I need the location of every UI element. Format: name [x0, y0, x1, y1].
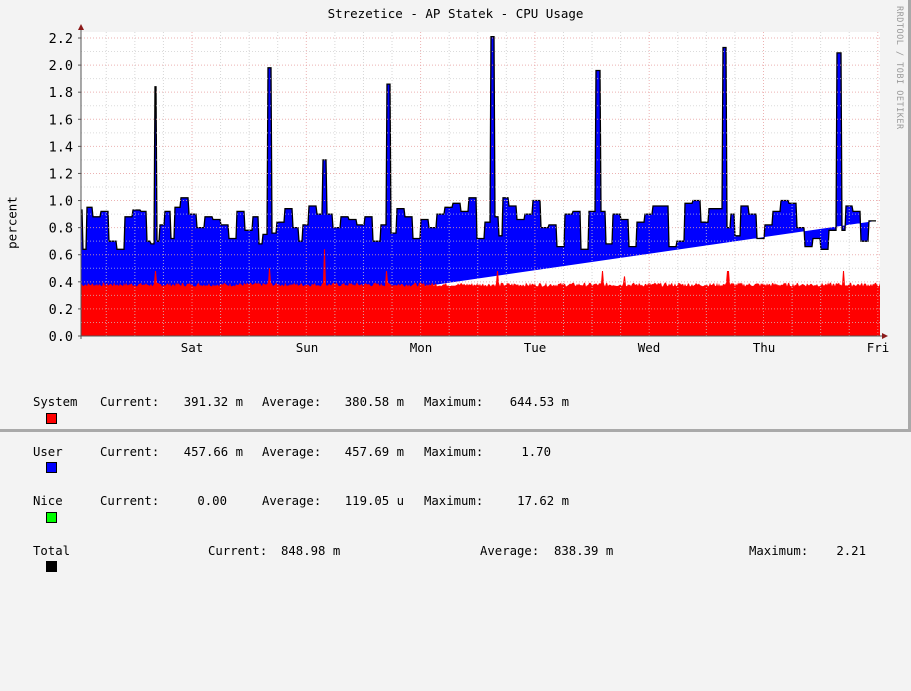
- y-tick-label: 2.0: [49, 58, 73, 74]
- y-tick-label: 1.2: [49, 166, 73, 182]
- legend-maximum-value: 17.62 m: [517, 494, 569, 508]
- x-tick-label: Fri: [867, 340, 890, 355]
- legend-average-label: Average:: [262, 494, 322, 508]
- user-color-swatch: [45, 462, 57, 473]
- legend-average-value: 457.69 m: [344, 444, 404, 459]
- x-tick-label: Wed: [638, 340, 661, 355]
- legend-current-label: Current:: [100, 494, 160, 508]
- legend-name: System: [33, 395, 78, 409]
- rrdtool-watermark: RRDTOOL / TOBI OETIKER: [894, 6, 904, 130]
- x-tick-label: Sun: [296, 340, 319, 355]
- legend-average-value: 838.39 m: [554, 543, 614, 558]
- y-tick-label: 1.0: [49, 194, 73, 210]
- legend-maximum-label: Maximum:: [424, 395, 484, 409]
- legend-name: Total: [33, 543, 71, 558]
- legend-current-label: Current:: [100, 444, 160, 459]
- x-axis-arrow-icon: [882, 333, 888, 339]
- legend-current-value: 391.32 m: [183, 395, 243, 409]
- legend-maximum-value: 1.70: [521, 444, 551, 459]
- legend-current-value: 848.98 m: [281, 543, 341, 558]
- chart-title: Strezetice - AP Statek - CPU Usage: [327, 6, 584, 21]
- legend-maximum-value: 2.21: [836, 543, 866, 558]
- frame-border-right: [908, 0, 911, 432]
- chart-canvas: 0.0 0.2 0.4 0.6 0.8 1.0 1.2 1.4 1.6 1.8 2.0 2.2 Sat S…: [49, 24, 890, 355]
- frame-border-bottom: [0, 429, 911, 432]
- y-axis-arrow-icon: [78, 24, 84, 30]
- legend-average-value: 380.58 m: [344, 395, 404, 409]
- legend-average-value: 119.05 u: [344, 494, 404, 508]
- legend-row-total: Total Current: 848.98 m Average: 838.39 …: [16, 543, 866, 572]
- legend: System Current: 391.32 m Average: 380.58…: [16, 361, 866, 576]
- y-tick-label: 0.4: [49, 275, 73, 291]
- x-tick-label: Sat: [181, 340, 204, 355]
- legend-current-value: 0.00: [197, 494, 227, 508]
- y-tick-label: 2.2: [49, 31, 73, 47]
- y-tick-label: 1.4: [49, 139, 73, 155]
- total-line: [81, 35, 876, 250]
- x-tick-label: Tue: [524, 340, 547, 355]
- user-area: [81, 36, 876, 336]
- y-tick-label: 0.2: [49, 302, 73, 318]
- y-tick-label: 1.8: [49, 85, 73, 101]
- legend-current-label: Current:: [100, 395, 160, 409]
- legend-maximum-label: Maximum:: [424, 444, 484, 459]
- nice-color-swatch: [45, 511, 57, 523]
- legend-average-label: Average:: [262, 444, 322, 459]
- legend-name: Nice: [33, 494, 63, 508]
- x-tick-label: Thu: [753, 340, 776, 355]
- legend-current-value: 457.66 m: [183, 444, 243, 459]
- y-tick-label: 0.6: [49, 248, 73, 264]
- legend-maximum-label: Maximum:: [424, 494, 484, 508]
- legend-row-user: User Current: 457.66 m Average: 457.69 m…: [16, 444, 551, 473]
- legend-maximum-value: 644.53 m: [509, 395, 569, 409]
- legend-current-label: Current:: [208, 543, 268, 558]
- legend-average-label: Average:: [262, 395, 322, 409]
- legend-maximum-label: Maximum:: [749, 543, 809, 558]
- system-color-swatch: [45, 412, 57, 424]
- system-area: [81, 249, 880, 336]
- y-tick-label: 1.6: [49, 112, 73, 128]
- x-tick-label: Mon: [410, 340, 433, 355]
- y-tick-label: 0.0: [49, 329, 73, 345]
- legend-row-system: System Current: 391.32 m Average: 380.58…: [16, 394, 569, 424]
- legend-name: User: [33, 444, 63, 459]
- y-tick-label: 0.8: [49, 221, 73, 237]
- legend-average-label: Average:: [480, 543, 540, 558]
- total-color-swatch: [45, 561, 57, 572]
- legend-row-nice: Nice Current: 0.00 Average: 119.05 u Max…: [16, 493, 569, 523]
